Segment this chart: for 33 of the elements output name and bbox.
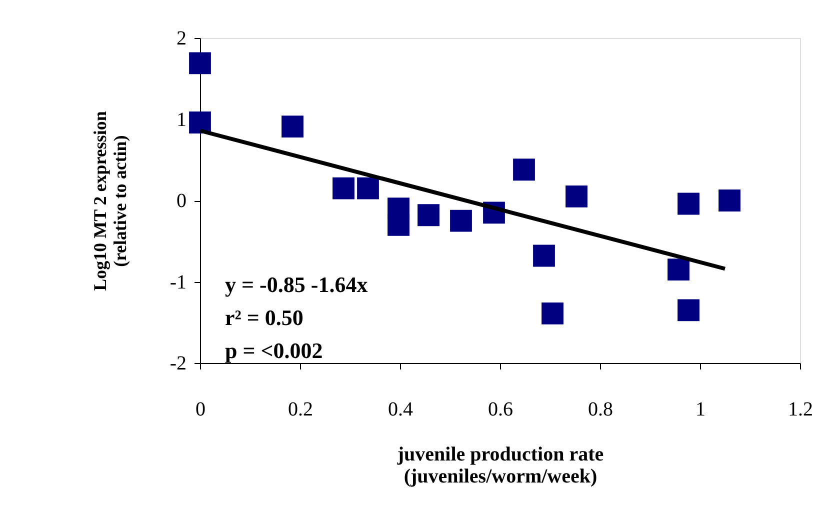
point (282, 116, 304, 138)
point (357, 177, 379, 200)
point (678, 192, 700, 215)
point (189, 52, 211, 74)
y-tick-label: -1 (170, 271, 186, 294)
x-tick-label: 0.4 (388, 398, 413, 420)
y-tick-label: 1 (176, 108, 186, 131)
x-axis-title: juvenile production rate (juveniles/worm/week) (396, 444, 604, 488)
y-tick-label: -2 (170, 352, 186, 374)
point (418, 204, 440, 226)
point (513, 158, 535, 181)
point (533, 244, 555, 267)
point (189, 112, 211, 134)
x-tick-label: 1 (696, 398, 706, 420)
annotation: p = <0.002 (225, 338, 323, 363)
point (388, 214, 410, 236)
y-axis-title: Log10 MT 2 expression (relative to actin) (90, 111, 130, 291)
point (668, 258, 690, 281)
point (718, 190, 740, 212)
x-tick-label: 0.8 (588, 398, 613, 420)
x-tick-label: 0.2 (288, 398, 313, 420)
point (450, 210, 472, 232)
point (566, 185, 588, 208)
annotation: r² = 0.50 (225, 305, 304, 330)
point (542, 302, 564, 324)
x-tick-label: 0 (196, 398, 206, 420)
x-tick-label: 0.6 (488, 398, 513, 420)
point (678, 299, 700, 322)
annotation: y = -0.85 -1.64x (225, 272, 368, 297)
x-tick-label: 1.2 (788, 398, 813, 420)
y-tick-label: 0 (176, 190, 186, 212)
y-tick-label: 2 (176, 28, 186, 50)
point (332, 177, 354, 200)
